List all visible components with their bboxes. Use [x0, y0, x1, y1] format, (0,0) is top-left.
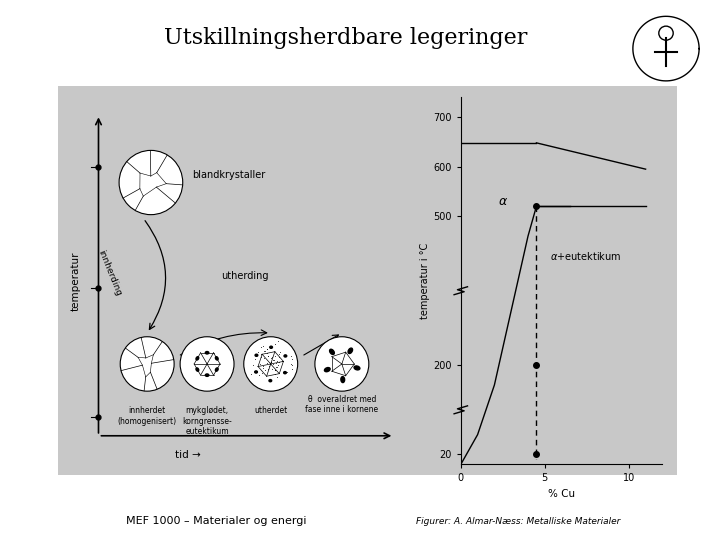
Circle shape — [180, 337, 234, 391]
X-axis label: % Cu: % Cu — [548, 489, 575, 499]
Text: temperatur: temperatur — [71, 251, 81, 310]
Text: MEF 1000 – Materialer og energi: MEF 1000 – Materialer og energi — [126, 516, 306, 526]
Ellipse shape — [255, 354, 258, 356]
Ellipse shape — [284, 355, 287, 357]
Text: mykglødet,
korngrensse-
eutektikum: mykglødet, korngrensse- eutektikum — [182, 406, 232, 436]
Ellipse shape — [284, 372, 287, 374]
Ellipse shape — [354, 366, 360, 370]
Text: utherding: utherding — [221, 271, 269, 281]
Ellipse shape — [215, 368, 218, 371]
Y-axis label: temperatur i °C: temperatur i °C — [420, 242, 431, 319]
Ellipse shape — [215, 357, 218, 360]
Text: innherdet
(homogenisert): innherdet (homogenisert) — [117, 406, 176, 426]
Ellipse shape — [325, 368, 330, 372]
Ellipse shape — [270, 346, 272, 348]
Text: $\alpha$+eutektikum: $\alpha$+eutektikum — [550, 250, 621, 262]
Text: tid →: tid → — [176, 450, 201, 460]
Ellipse shape — [269, 380, 271, 382]
Circle shape — [315, 337, 369, 391]
Ellipse shape — [341, 376, 345, 382]
Ellipse shape — [205, 352, 209, 354]
Ellipse shape — [205, 374, 209, 376]
Text: utherdet: utherdet — [254, 406, 287, 415]
Text: $\alpha$: $\alpha$ — [498, 195, 508, 208]
Text: Figurer: A. Almar-Næss: Metalliske Materialer: Figurer: A. Almar-Næss: Metalliske Mater… — [416, 517, 621, 526]
Text: θ  overaldret med
fase inne i kornene: θ overaldret med fase inne i kornene — [305, 395, 379, 414]
Ellipse shape — [330, 349, 334, 354]
Circle shape — [119, 150, 183, 214]
Circle shape — [244, 337, 297, 391]
Ellipse shape — [196, 368, 199, 371]
Ellipse shape — [348, 348, 353, 354]
Circle shape — [120, 337, 174, 391]
Text: blandkrystaller: blandkrystaller — [192, 170, 266, 180]
Ellipse shape — [255, 371, 258, 373]
Text: innherding: innherding — [96, 249, 123, 298]
Ellipse shape — [196, 357, 199, 360]
Text: Utskillningsherdbare legeringer: Utskillningsherdbare legeringer — [164, 27, 527, 49]
